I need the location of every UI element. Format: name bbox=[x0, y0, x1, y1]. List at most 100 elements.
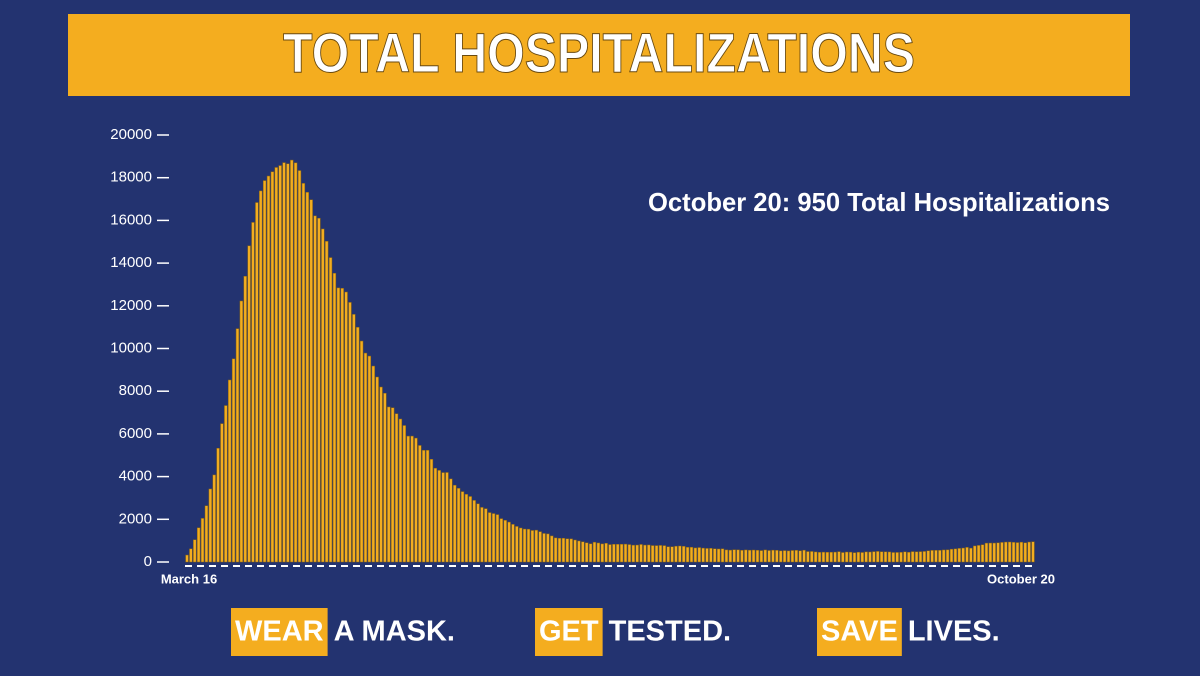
bar bbox=[868, 551, 872, 563]
bar bbox=[755, 549, 760, 563]
bar bbox=[321, 228, 325, 563]
title-banner bbox=[68, 14, 1130, 96]
bar bbox=[588, 543, 593, 563]
bar bbox=[441, 472, 445, 563]
bar bbox=[200, 518, 205, 563]
bar bbox=[635, 544, 639, 563]
bar bbox=[945, 549, 950, 563]
bar bbox=[286, 163, 290, 563]
bar bbox=[689, 546, 694, 563]
bar bbox=[949, 548, 954, 563]
slogan-text: TESTED. bbox=[609, 616, 731, 648]
bar bbox=[1019, 541, 1024, 563]
bar bbox=[550, 535, 554, 563]
bar bbox=[402, 425, 406, 563]
bar bbox=[359, 340, 364, 563]
bar bbox=[546, 533, 550, 563]
bar bbox=[592, 541, 597, 563]
y-tick-label: 12000 bbox=[110, 297, 152, 314]
bar bbox=[418, 445, 422, 563]
bar bbox=[914, 551, 919, 563]
y-tick-label: 18000 bbox=[110, 169, 152, 186]
bar bbox=[243, 276, 247, 563]
bar bbox=[829, 551, 833, 563]
slogan-text: LIVES. bbox=[908, 616, 1000, 648]
bar bbox=[585, 542, 589, 563]
y-tick-label: 16000 bbox=[110, 211, 152, 228]
bar bbox=[670, 546, 674, 563]
bar bbox=[883, 551, 888, 563]
bar bbox=[864, 551, 868, 563]
highlight-box bbox=[535, 608, 603, 656]
bar bbox=[212, 474, 216, 563]
bar bbox=[891, 552, 895, 563]
bar bbox=[992, 542, 996, 563]
bar bbox=[278, 165, 282, 563]
bar bbox=[216, 448, 220, 563]
bar bbox=[658, 545, 663, 563]
bar bbox=[488, 512, 492, 563]
bar bbox=[942, 549, 946, 563]
bar bbox=[499, 518, 503, 563]
y-tick-label: 8000 bbox=[119, 382, 152, 399]
bar bbox=[262, 180, 267, 563]
bar bbox=[328, 257, 333, 563]
bar bbox=[852, 552, 857, 563]
bar bbox=[538, 531, 542, 563]
bar bbox=[616, 544, 620, 563]
bar bbox=[220, 423, 224, 563]
bar bbox=[534, 529, 538, 563]
annotation: October 20: 950 Total Hospitalizations bbox=[648, 187, 1110, 217]
highlight-box bbox=[817, 608, 902, 656]
bar bbox=[957, 548, 961, 563]
bar bbox=[484, 508, 488, 563]
bar bbox=[282, 162, 286, 563]
bar bbox=[340, 288, 344, 563]
bar bbox=[429, 459, 434, 563]
bar bbox=[759, 550, 763, 563]
bar bbox=[449, 478, 453, 563]
bar bbox=[406, 435, 410, 563]
bar bbox=[309, 199, 313, 563]
bar bbox=[724, 549, 729, 563]
bar bbox=[515, 526, 519, 563]
bar bbox=[623, 543, 628, 563]
bar bbox=[224, 405, 228, 563]
bar bbox=[526, 528, 531, 563]
bar bbox=[437, 470, 441, 563]
bar bbox=[332, 273, 337, 563]
bar bbox=[643, 544, 647, 563]
bar bbox=[259, 190, 263, 563]
bar bbox=[398, 418, 403, 563]
bar bbox=[786, 550, 791, 563]
bar bbox=[251, 222, 255, 563]
bar bbox=[231, 358, 236, 563]
highlight-box bbox=[231, 608, 328, 656]
bar bbox=[697, 547, 701, 563]
bar bbox=[639, 544, 643, 563]
bar bbox=[662, 545, 666, 563]
bar bbox=[196, 527, 201, 563]
bar bbox=[460, 491, 465, 563]
y-tick-label: 4000 bbox=[119, 468, 152, 485]
bar bbox=[1027, 541, 1031, 563]
bar bbox=[266, 175, 271, 563]
bar bbox=[1031, 541, 1035, 563]
bar bbox=[363, 352, 368, 563]
bar bbox=[394, 413, 399, 563]
bar bbox=[383, 392, 387, 563]
bar bbox=[705, 548, 709, 563]
y-tick-label: 6000 bbox=[119, 425, 152, 442]
bar bbox=[410, 435, 414, 563]
bar bbox=[666, 546, 670, 563]
bar bbox=[728, 549, 732, 563]
bar bbox=[422, 450, 426, 563]
x-tick-label: October 20 bbox=[987, 571, 1055, 586]
bar bbox=[317, 217, 321, 563]
bar bbox=[682, 546, 686, 563]
bar bbox=[973, 545, 977, 563]
y-tick-label: 10000 bbox=[110, 339, 152, 356]
bar bbox=[911, 551, 915, 563]
